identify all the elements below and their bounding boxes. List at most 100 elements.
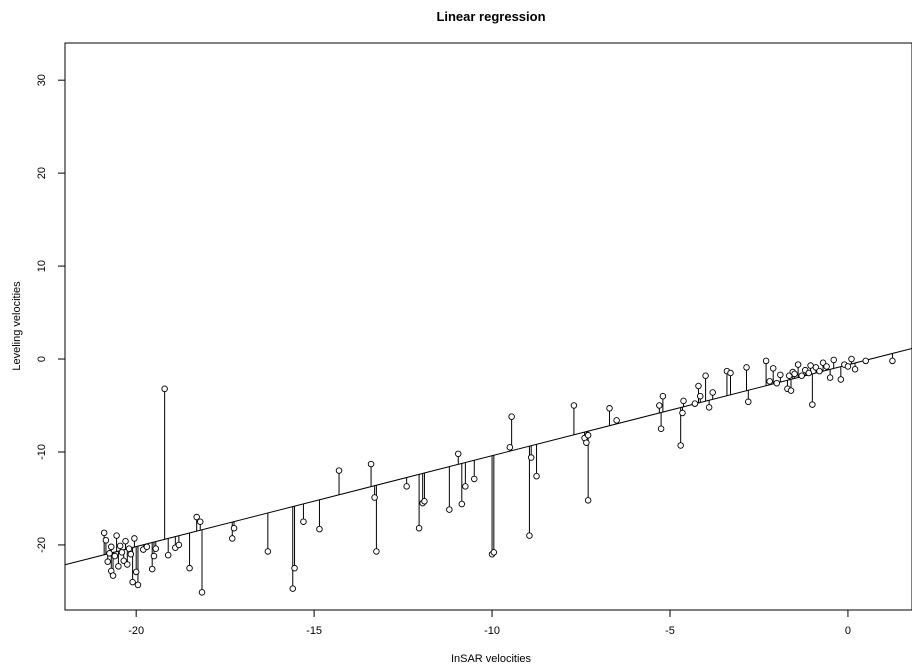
data-point <box>705 404 713 411</box>
data-point <box>727 369 734 377</box>
data-point <box>118 549 126 556</box>
chart-title: Linear regression <box>436 9 545 24</box>
residual-segments <box>103 353 893 593</box>
y-tick-label: 0 <box>36 356 48 362</box>
data-point <box>889 357 896 365</box>
x-tick-label: -5 <box>665 625 675 637</box>
x-tick-label: -10 <box>484 625 500 637</box>
data-point <box>862 357 869 365</box>
data-point <box>164 551 172 559</box>
data-point <box>455 450 462 458</box>
data-point <box>657 425 665 432</box>
data-point <box>113 532 120 539</box>
data-point <box>527 454 535 461</box>
data-point <box>533 472 540 480</box>
x-axis-label: InSAR velocities <box>451 653 532 665</box>
data-point <box>291 564 298 572</box>
data-point <box>335 467 343 474</box>
data-point <box>367 460 375 468</box>
y-tick-label: -10 <box>36 444 48 460</box>
data-point <box>677 442 684 449</box>
data-point <box>743 364 750 371</box>
data-point <box>816 367 823 375</box>
x-tick-label: -15 <box>306 625 322 637</box>
y-tick-label: 10 <box>36 260 48 272</box>
data-point <box>300 518 307 525</box>
data-point <box>193 513 200 521</box>
data-point <box>446 506 453 513</box>
data-point <box>106 550 113 557</box>
data-point <box>851 366 859 373</box>
data-point <box>403 483 410 490</box>
data-point <box>148 565 156 573</box>
data-point <box>508 413 515 420</box>
data-point <box>111 552 119 560</box>
y-tick-label: -20 <box>36 537 48 553</box>
data-point <box>848 355 855 363</box>
data-point <box>134 581 142 589</box>
data-point <box>583 439 590 446</box>
data-point <box>371 494 378 501</box>
data-point <box>526 532 533 539</box>
data-point <box>695 382 702 390</box>
plot-frame <box>64 42 912 611</box>
data-point <box>100 529 108 537</box>
data-point <box>186 564 193 572</box>
data-point <box>122 537 129 545</box>
data-points <box>100 355 896 596</box>
data-point <box>794 361 802 368</box>
data-point <box>131 535 138 542</box>
data-point <box>462 483 469 490</box>
x-tick-label: -20 <box>128 625 144 637</box>
data-point <box>766 378 773 385</box>
data-point <box>656 402 663 409</box>
data-point <box>791 370 798 378</box>
data-point <box>109 572 117 579</box>
data-point <box>373 548 380 555</box>
data-point <box>680 397 687 405</box>
data-point <box>606 405 613 412</box>
data-point <box>584 432 592 439</box>
data-point <box>115 563 122 570</box>
data-point <box>570 402 578 409</box>
regression-line <box>64 347 912 566</box>
data-point <box>773 379 781 387</box>
data-point <box>289 585 297 592</box>
data-point <box>709 389 716 396</box>
data-point <box>161 385 168 393</box>
data-point <box>697 392 704 400</box>
data-point <box>415 524 423 532</box>
y-tick-label: 20 <box>36 167 48 179</box>
data-point <box>787 387 795 394</box>
data-point <box>124 561 131 568</box>
x-axis: -20 -15 -10 -5 0 <box>128 610 851 637</box>
data-point <box>421 497 428 505</box>
data-point <box>129 578 136 586</box>
data-point <box>127 550 135 558</box>
data-point <box>143 543 151 551</box>
data-point <box>316 525 323 533</box>
data-point <box>837 376 845 383</box>
data-point <box>769 365 777 372</box>
y-axis-label: Leveling velocities <box>11 281 23 371</box>
data-point <box>826 374 834 381</box>
x-tick-label: 0 <box>845 625 851 637</box>
data-point <box>230 524 238 532</box>
data-point <box>844 363 852 370</box>
y-axis: -20 -10 0 10 20 30 <box>36 74 65 553</box>
data-point <box>104 558 111 565</box>
data-point <box>777 371 784 379</box>
data-point <box>807 362 814 369</box>
data-point <box>458 500 466 508</box>
data-point <box>264 548 272 555</box>
data-point <box>229 535 236 542</box>
data-point <box>798 372 805 380</box>
data-point <box>132 568 140 576</box>
data-point <box>198 589 206 596</box>
data-point <box>659 392 667 400</box>
data-point <box>805 369 813 377</box>
data-point <box>702 372 709 380</box>
data-point <box>584 497 592 504</box>
data-point <box>809 401 816 408</box>
data-point <box>830 356 837 364</box>
